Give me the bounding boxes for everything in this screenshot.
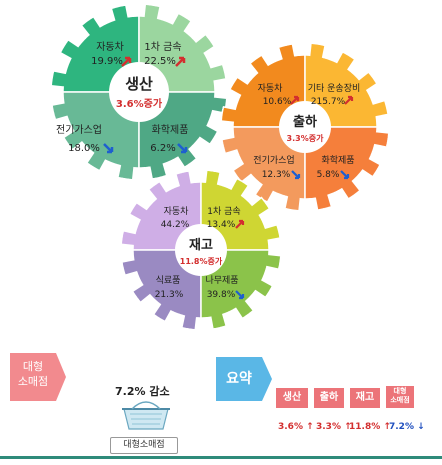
retail-label: 대형소매점 [110,437,178,454]
summary-box-inventory: 재고 [350,388,380,408]
inventory-q1-value: 44.2% [161,220,190,230]
production-q3-value: 18.0% [68,143,100,154]
retail-tag: 대형 소매점 [10,353,56,401]
inventory-quadrant-top-right [200,169,281,251]
up-arrow-icon [121,56,132,67]
production-quadrant-bottom-right [138,91,228,180]
inventory-quadrant-bottom-right [200,249,282,330]
shipment-quadrant-bottom-right [304,126,390,211]
production-q2-value: 22.5% [144,56,176,67]
production-quadrant-top-right [138,3,227,93]
retail-tag-line1: 대형 [22,360,44,373]
inventory-quadrant-bottom-left [121,249,202,331]
summary-box-retail: 대형 소매점 [386,386,414,408]
bottom-divider [0,456,442,459]
up-arrow-icon [344,95,354,105]
shipment-quadrant-top-right [304,42,389,128]
summary-value-production: 3.6% ↑ [278,422,314,432]
production-quadrant-top-left [50,4,140,93]
down-arrow-icon [340,170,350,180]
production-q1-name: 자동차 [96,41,124,53]
bottom-panel: 대형 소매점 7.2% 감소 대형소매점 요약 생산 출하 재고 대형 소매점 … [0,345,442,465]
retail-tag-tail [56,353,66,401]
shipment-q4-name: 화학제품 [321,155,354,166]
inventory-q3-value: 21.3% [155,290,184,300]
production-q2-name: 1차 금속 [144,41,181,53]
shipment-q4-value: 5.8% [317,170,340,180]
inventory-total: 11.8%증가 [180,256,223,266]
shipment-q2-value: 215.7% [311,97,346,107]
summary-value-inventory: 11.8% ↑ [349,422,391,432]
production-q3-name: 전기가스업 [56,123,102,136]
production-q4-value: 6.2% [150,143,175,154]
down-arrow-icon [103,143,114,154]
shipment-q1-name: 자동차 [258,82,284,94]
inventory-hub [175,224,227,276]
production-quadrant-bottom-left [51,91,140,181]
shipment-title: 출하 [293,114,317,130]
summary-tag: 요약 [216,357,262,401]
production-gear: 생산 3.6%증가 자동차 19.9% 1차 금속 22.5% 전기가스업 18… [50,3,228,181]
inventory-q2-value: 13.4% [207,220,236,230]
inventory-q3-name: 식료품 [156,275,181,286]
shipment-hub [279,101,331,153]
gears-diagram: 생산 3.6%증가 자동차 19.9% 1차 금속 22.5% 전기가스업 18… [50,3,390,331]
production-hub [109,62,169,122]
shipment-q2-name: 기타 운송장비 [308,83,361,94]
summary-box-production: 생산 [276,388,308,408]
production-title: 생산 [125,75,153,93]
summary-box-retail-line1: 대형 [393,387,407,395]
inventory-quadrant-top-left [120,170,202,251]
summary-value-retail: 7.2% ↓ [389,422,425,432]
inventory-gear: 재고 11.8%증가 자동차 44.2% 1차 금속 13.4% 식료품 21.… [120,169,282,331]
summary-tag-tail [262,357,272,401]
retail-change: 7.2% 감소 [115,385,170,398]
inventory-q4-value: 39.8% [207,290,236,300]
down-arrow-icon [235,290,245,300]
production-q4-name: 화학제품 [152,124,189,136]
retail-tag-line2: 소매점 [17,375,49,388]
summary-value-shipment: 3.3% ↑ [316,422,352,432]
down-arrow-icon [177,143,188,154]
up-arrow-icon [290,95,300,105]
down-arrow-icon [291,170,301,180]
summary-box-shipment: 출하 [314,388,344,408]
inventory-q1-name: 자동차 [164,205,190,217]
up-arrow-icon [175,56,186,67]
inventory-q4-name: 나무제품 [205,275,238,286]
inventory-q2-name: 1차 금속 [207,205,240,217]
shipment-q1-value: 10.6% [263,97,292,107]
shopping-basket-icon [122,401,170,430]
production-total: 3.6%증가 [116,97,163,110]
shipment-gear: 출하 3.3%증가 자동차 10.6% 기타 운송장비 215.7% 전기가스업… [220,42,390,212]
summary-box-retail-line2: 소매점 [390,396,410,404]
shipment-q3-value: 12.3% [262,170,291,180]
shipment-quadrant-top-left [220,43,306,128]
production-q1-value: 19.9% [91,56,123,67]
shipment-quadrant-bottom-left [221,126,306,212]
shipment-q3-name: 전기가스업 [253,155,294,166]
shipment-total: 3.3%증가 [287,133,325,143]
up-arrow-icon [235,219,245,229]
inventory-title: 재고 [189,238,213,253]
